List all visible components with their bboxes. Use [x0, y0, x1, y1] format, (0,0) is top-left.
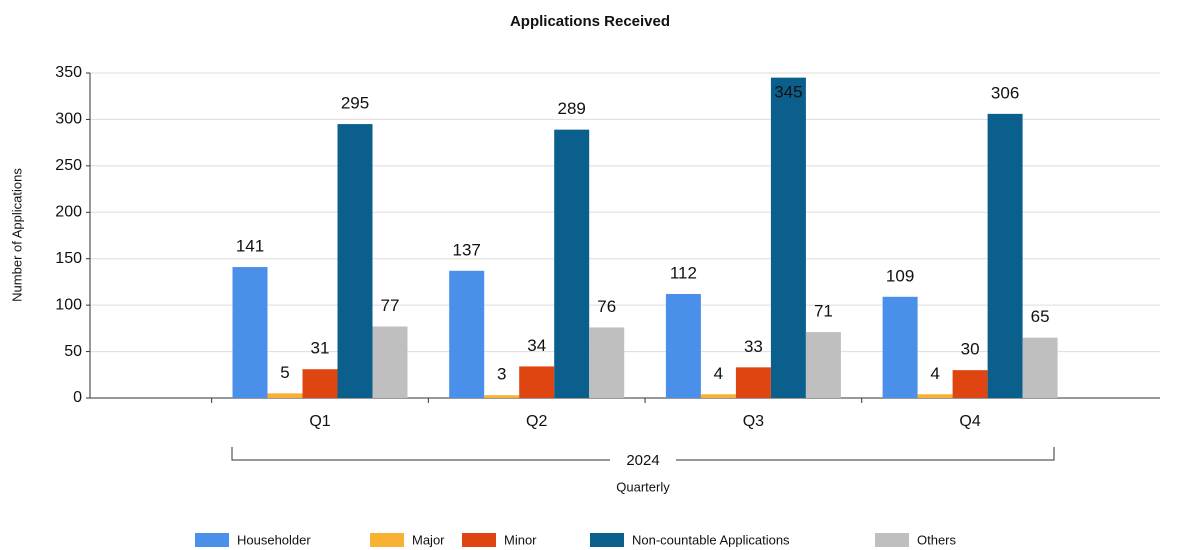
chart-title: Applications Received: [510, 13, 670, 30]
data-label: 4: [930, 364, 939, 383]
y-tick-label: 100: [55, 296, 82, 313]
bar: [1022, 337, 1058, 398]
data-label: 141: [236, 237, 264, 256]
x-tick-label: Q3: [743, 413, 764, 430]
bar: [735, 367, 771, 398]
legend-label: Householder: [237, 532, 311, 547]
y-tick-label: 300: [55, 111, 82, 128]
bar: [882, 296, 918, 398]
legend-swatch: [195, 533, 229, 547]
y-tick-label: 200: [55, 204, 82, 221]
y-tick-label: 250: [55, 157, 82, 174]
y-tick-label: 150: [55, 250, 82, 267]
data-label: 34: [527, 336, 546, 355]
bar: [232, 267, 268, 398]
data-label: 306: [991, 83, 1019, 102]
y-tick-label: 50: [64, 343, 82, 360]
bar: [449, 270, 485, 398]
bar: [267, 393, 303, 398]
bar: [665, 294, 701, 398]
bar: [337, 124, 373, 399]
legend-label: Non-countable Applications: [632, 532, 790, 547]
bar: [770, 77, 806, 399]
data-label: 3: [497, 365, 506, 384]
data-label: 289: [558, 99, 586, 118]
data-label: 5: [280, 363, 289, 382]
x-axis-label: Quarterly: [616, 479, 670, 494]
bar: [519, 366, 555, 398]
legend-label: Others: [917, 532, 957, 547]
x-tick-label: Q2: [526, 413, 547, 430]
data-label: 71: [814, 302, 833, 321]
legend-swatch: [370, 533, 404, 547]
data-label: 33: [744, 337, 763, 356]
data-label: 112: [670, 263, 697, 282]
y-tick-label: 0: [73, 389, 82, 406]
data-label: 295: [341, 94, 369, 113]
legend-label: Major: [412, 532, 445, 547]
legend-swatch: [462, 533, 496, 547]
bar: [917, 394, 953, 398]
legend-swatch: [590, 533, 624, 547]
bar: [805, 332, 841, 398]
x-tick-label: Q4: [959, 413, 980, 430]
data-label: 4: [714, 364, 723, 383]
data-label: 30: [961, 340, 980, 359]
bar: [952, 370, 988, 398]
data-label: 65: [1031, 307, 1050, 326]
bar: [372, 326, 408, 398]
group-label: 2024: [626, 452, 659, 469]
data-label: 76: [597, 297, 616, 316]
bar: [302, 369, 338, 398]
y-tick-label: 350: [55, 64, 82, 81]
data-label: 137: [453, 240, 481, 259]
legend-swatch: [875, 533, 909, 547]
bar: [987, 113, 1023, 398]
data-label: 345: [774, 82, 802, 101]
y-axis-label: Number of Applications: [9, 168, 24, 302]
group-bracket: [231, 447, 1055, 461]
legend-label: Minor: [504, 532, 537, 547]
x-tick-label: Q1: [309, 413, 330, 430]
bar: [700, 394, 736, 398]
bar: [554, 129, 590, 398]
bar: [589, 327, 625, 398]
bar: [484, 395, 520, 398]
data-label: 31: [311, 339, 330, 358]
data-label: 77: [381, 296, 400, 315]
data-label: 109: [886, 266, 914, 285]
